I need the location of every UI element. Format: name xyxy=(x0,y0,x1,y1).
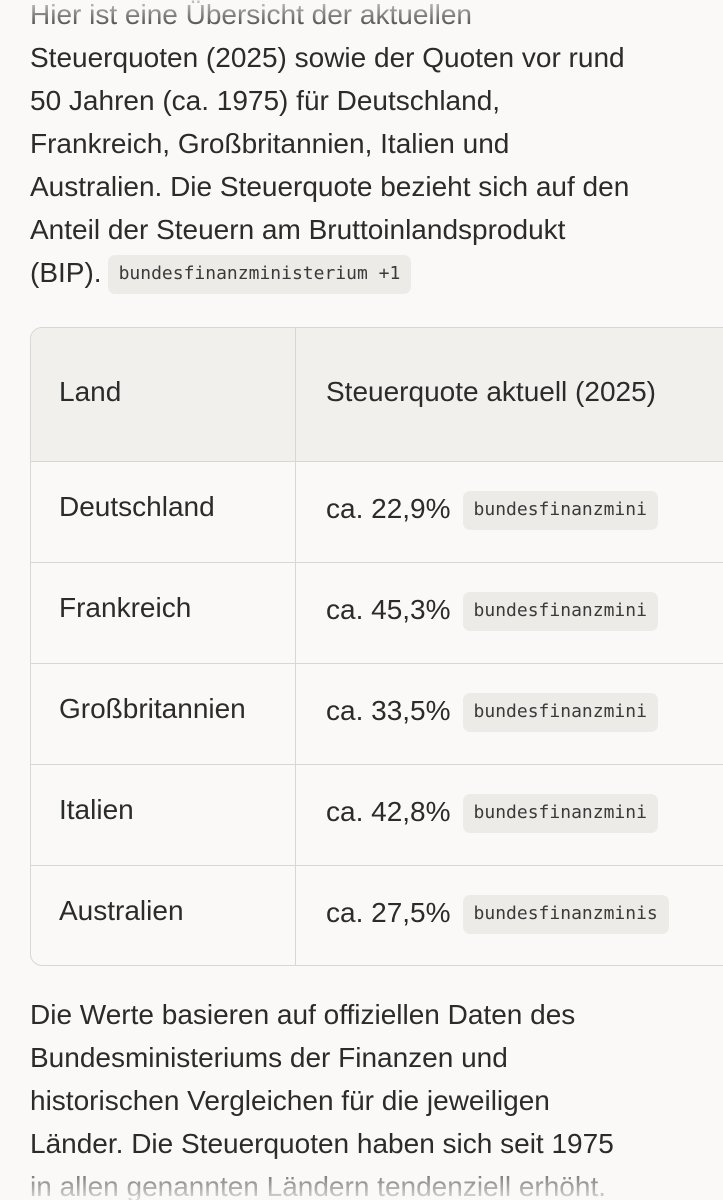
cell-land: Frankreich xyxy=(59,592,192,623)
cell-quote: ca. 42,8% bundesfinanzmini xyxy=(326,794,658,833)
table-row: Deutschland ca. 22,9% bundesfinanzmini xyxy=(31,462,723,563)
cell-land: Australien xyxy=(59,895,184,926)
header-steuerquote: Steuerquote aktuell (2025) xyxy=(326,376,656,407)
cell-quote: ca. 45,3% bundesfinanzmini xyxy=(326,592,658,631)
intro-line: Hier ist eine Übersicht der aktuellen xyxy=(30,0,472,30)
cell-quote: ca. 22,9% bundesfinanzmini xyxy=(326,491,658,530)
cell-quote: ca. 33,5% bundesfinanzmini xyxy=(326,693,658,732)
column-divider xyxy=(295,328,296,965)
source-chip[interactable]: bundesfinanzmini xyxy=(462,592,658,631)
quote-value: ca. 42,8% xyxy=(326,796,451,827)
table-row: Australien ca. 27,5% bundesfinanzminis xyxy=(31,866,723,965)
quote-value: ca. 22,9% xyxy=(326,493,451,524)
intro-line-last: (BIP). bundesfinanzministerium +1 xyxy=(30,251,700,294)
outro-paragraph: Die Werte basieren auf offiziellen Daten… xyxy=(30,993,700,1200)
outro-line: historischen Vergleichen für die jeweili… xyxy=(30,1085,550,1116)
outro-line: Die Werte basieren auf offiziellen Daten… xyxy=(30,999,576,1030)
intro-line: Steuerquoten (2025) sowie der Quoten vor… xyxy=(30,42,625,73)
source-chip[interactable]: bundesfinanzmini xyxy=(462,491,658,530)
cell-land: Italien xyxy=(59,794,134,825)
table-row: Großbritannien ca. 33,5% bundesfinanzmini xyxy=(31,664,723,765)
outro-line: in allen genannten Ländern tendenziell e… xyxy=(30,1171,607,1200)
table-row: Italien ca. 42,8% bundesfinanzmini xyxy=(31,765,723,866)
quote-value: ca. 27,5% xyxy=(326,897,451,928)
intro-line: Frankreich, Großbritannien, Italien und xyxy=(30,128,510,159)
outro-line: Bundesministeriums der Finanzen und xyxy=(30,1042,508,1073)
intro-line: 50 Jahren (ca. 1975) für Deutschland, xyxy=(30,85,501,116)
cell-land: Deutschland xyxy=(59,491,215,522)
intro-line: Australien. Die Steuerquote bezieht sich… xyxy=(30,171,630,202)
quote-value: ca. 33,5% xyxy=(326,695,451,726)
source-chip[interactable]: bundesfinanzmini xyxy=(462,794,658,833)
tax-rate-table: Land Steuerquote aktuell (2025) Deutschl… xyxy=(30,327,723,966)
intro-paragraph: Hier ist eine Übersicht der aktuellen St… xyxy=(30,0,700,294)
table-scroll-container[interactable]: Land Steuerquote aktuell (2025) Deutschl… xyxy=(30,327,723,966)
table-row: Frankreich ca. 45,3% bundesfinanzmini xyxy=(31,563,723,664)
outro-line: Länder. Die Steuerquoten haben sich seit… xyxy=(30,1128,614,1159)
intro-line: Anteil der Steuern am Bruttoinlandsprodu… xyxy=(30,214,566,245)
quote-value: ca. 45,3% xyxy=(326,594,451,625)
table-header-row: Land Steuerquote aktuell (2025) xyxy=(31,328,723,462)
intro-line-text: (BIP). xyxy=(30,257,102,288)
citation-chip[interactable]: bundesfinanzministerium +1 xyxy=(107,255,412,294)
source-chip[interactable]: bundesfinanzminis xyxy=(462,895,669,934)
source-chip[interactable]: bundesfinanzmini xyxy=(462,693,658,732)
cell-land: Großbritannien xyxy=(59,693,246,724)
header-land: Land xyxy=(59,376,122,407)
cell-quote: ca. 27,5% bundesfinanzminis xyxy=(326,895,669,934)
